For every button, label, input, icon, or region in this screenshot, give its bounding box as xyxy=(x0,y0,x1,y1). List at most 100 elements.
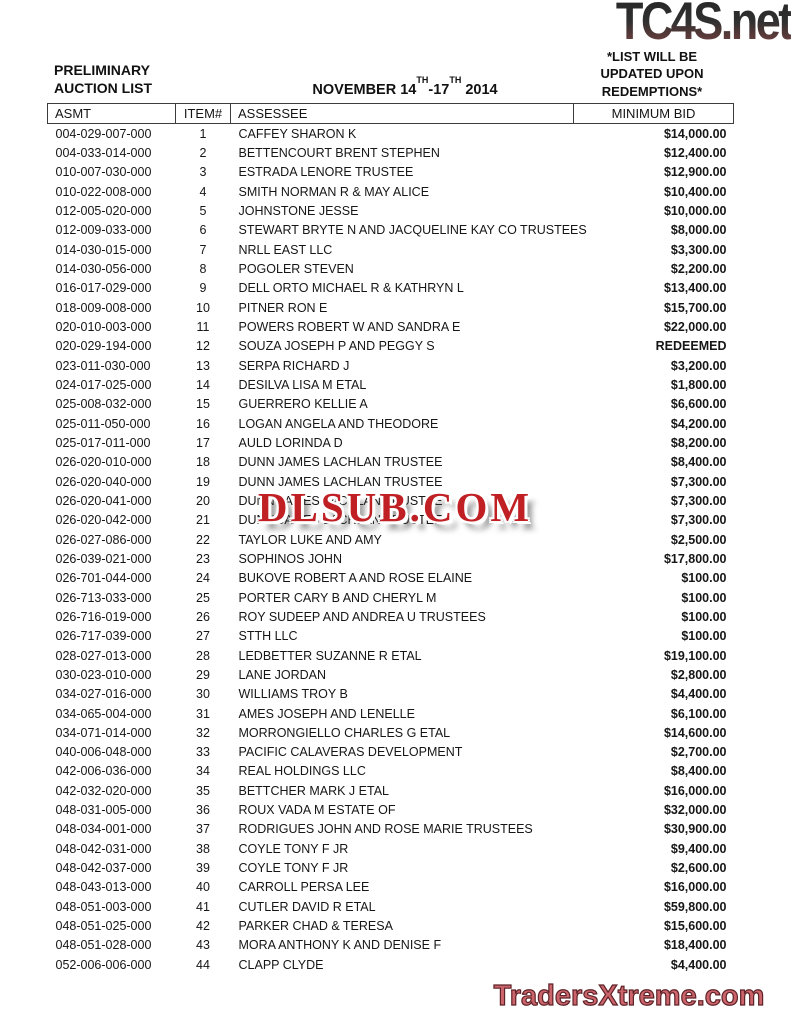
item-number-cell: 1 xyxy=(199,126,207,141)
assessee-cell: CAFFEY SHARON K xyxy=(238,126,357,141)
table-row: 048-031-005-000 36 ROUX VADA M ESTATE OF… xyxy=(48,800,734,819)
table-row: 040-006-048-000 33 PACIFIC CALAVERAS DEV… xyxy=(48,743,734,762)
asmt-cell: 034-071-014-000 xyxy=(55,725,152,740)
item-number-cell: 39 xyxy=(196,861,210,876)
assessee-cell: JOHNSTONE JESSE xyxy=(238,203,359,218)
assessee-cell: COYLE TONY F JR xyxy=(238,861,349,876)
minimum-bid-cell: REDEEMED xyxy=(655,339,727,354)
minimum-bid-cell: $6,100.00 xyxy=(670,706,727,721)
asmt-cell: 026-701-044-000 xyxy=(55,571,152,586)
asmt-cell: 048-034-001-000 xyxy=(55,822,152,837)
item-number-cell: 6 xyxy=(199,223,207,238)
date-mid: -17 xyxy=(428,81,450,98)
assessee-cell: PORTER CARY B AND CHERYL M xyxy=(238,590,437,605)
table-row: 048-051-028-000 43 MORA ANTHONY K AND DE… xyxy=(48,936,734,955)
asmt-cell: 026-020-040-000 xyxy=(55,474,152,489)
date-year: 2014 xyxy=(465,81,498,98)
minimum-bid-cell: $12,400.00 xyxy=(663,145,727,160)
table-row: 042-006-036-000 34 REAL HOLDINGS LLC $8,… xyxy=(48,762,734,781)
page-title: PRELIMINARY AUCTION LIST xyxy=(54,62,152,97)
minimum-bid-cell: $100.00 xyxy=(681,571,727,586)
assessee-cell: COYLE TONY F JR xyxy=(238,841,349,856)
item-number-cell: 9 xyxy=(199,281,207,296)
item-number-cell: 18 xyxy=(196,455,210,470)
table-row: 020-029-194-000 12 SOUZA JOSEPH P AND PE… xyxy=(48,337,734,356)
title-line-1: PRELIMINARY xyxy=(54,62,150,78)
table-row: 026-027-086-000 22 TAYLOR LUKE AND AMY $… xyxy=(48,530,734,549)
item-number-cell: 24 xyxy=(196,571,210,586)
minimum-bid-cell: $3,200.00 xyxy=(670,358,727,373)
asmt-cell: 042-006-036-000 xyxy=(55,764,152,779)
item-number-cell: 26 xyxy=(196,609,210,624)
brand-logo-tc4s: TC4S.net xyxy=(616,0,791,48)
minimum-bid-cell: $2,700.00 xyxy=(670,745,727,760)
item-number-cell: 23 xyxy=(196,551,210,566)
assessee-cell: LEDBETTER SUZANNE R ETAL xyxy=(238,648,422,663)
asmt-cell: 020-029-194-000 xyxy=(55,339,152,354)
minimum-bid-cell: $7,300.00 xyxy=(670,474,727,489)
assessee-cell: CLAPP CLYDE xyxy=(238,957,324,972)
assessee-cell: STTH LLC xyxy=(238,629,298,644)
item-number-cell: 28 xyxy=(196,648,210,663)
assessee-cell: DUNN JAMES LACHLAN TRUSTEE xyxy=(238,474,443,489)
minimum-bid-cell: $100.00 xyxy=(681,629,727,644)
asmt-cell: 028-027-013-000 xyxy=(55,648,152,663)
assessee-cell: SOPHINOS JOHN xyxy=(238,551,343,566)
item-number-cell: 16 xyxy=(196,416,210,431)
minimum-bid-cell: $100.00 xyxy=(681,609,727,624)
assessee-cell: PACIFIC CALAVERAS DEVELOPMENT xyxy=(238,745,463,760)
assessee-cell: NRLL EAST LLC xyxy=(238,242,333,257)
item-number-cell: 11 xyxy=(196,319,210,334)
item-number-cell: 15 xyxy=(196,397,210,412)
item-number-cell: 20 xyxy=(196,493,210,508)
asmt-cell: 048-031-005-000 xyxy=(55,803,152,818)
table-row: 034-065-004-000 31 AMES JOSEPH AND LENEL… xyxy=(48,704,734,723)
minimum-bid-cell: $4,400.00 xyxy=(670,687,727,702)
assessee-cell: DUNN JAMES LACHLAN TRUSTEE xyxy=(238,455,443,470)
minimum-bid-cell: $1,800.00 xyxy=(670,377,727,392)
asmt-cell: 048-051-028-000 xyxy=(55,938,152,953)
minimum-bid-cell: $10,000.00 xyxy=(663,203,727,218)
assessee-cell: POWERS ROBERT W AND SANDRA E xyxy=(238,319,461,334)
minimum-bid-cell: $14,600.00 xyxy=(663,725,727,740)
asmt-cell: 026-020-010-000 xyxy=(55,455,152,470)
asmt-cell: 048-051-003-000 xyxy=(55,899,152,914)
assessee-cell: ESTRADA LENORE TRUSTEE xyxy=(238,165,414,180)
asmt-cell: 020-010-003-000 xyxy=(55,319,152,334)
item-number-cell: 32 xyxy=(196,725,210,740)
assessee-cell: MORRONGIELLO CHARLES G ETAL xyxy=(238,725,451,740)
assessee-cell: SMITH NORMAN R & MAY ALICE xyxy=(238,184,430,199)
assessee-cell: AMES JOSEPH AND LENELLE xyxy=(238,706,415,721)
item-number-cell: 42 xyxy=(196,919,210,934)
minimum-bid-cell: $14,000.00 xyxy=(663,126,727,141)
table-row: 014-030-056-000 8 POGOLER STEVEN $2,200.… xyxy=(48,259,734,278)
table-row: 034-071-014-000 32 MORRONGIELLO CHARLES … xyxy=(48,723,734,742)
asmt-cell: 048-051-025-000 xyxy=(55,919,152,934)
table-row: 026-701-044-000 24 BUKOVE ROBERT A AND R… xyxy=(48,569,734,588)
minimum-bid-cell: $7,300.00 xyxy=(670,513,727,528)
asmt-cell: 026-716-019-000 xyxy=(55,609,152,624)
minimum-bid-cell: $8,000.00 xyxy=(670,223,727,238)
item-number-cell: 37 xyxy=(196,822,210,837)
asmt-cell: 048-042-037-000 xyxy=(55,861,152,876)
asmt-cell: 030-023-010-000 xyxy=(55,667,152,682)
asmt-cell: 018-009-008-000 xyxy=(55,300,152,315)
table-row: 048-051-025-000 42 PARKER CHAD & TERESA … xyxy=(48,916,734,935)
table-row: 042-032-020-000 35 BETTCHER MARK J ETAL … xyxy=(48,781,734,800)
minimum-bid-cell: $2,500.00 xyxy=(670,532,727,547)
asmt-cell: 025-011-050-000 xyxy=(55,416,151,431)
assessee-cell: DUNN JAMES LACHLAN TRUSTEE xyxy=(238,513,443,528)
table-row: 016-017-029-000 9 DELL ORTO MICHAEL R & … xyxy=(48,279,734,298)
asmt-cell: 034-027-016-000 xyxy=(55,687,152,702)
asmt-cell: 025-008-032-000 xyxy=(55,397,152,412)
assessee-cell: SOUZA JOSEPH P AND PEGGY S xyxy=(238,339,435,354)
auction-table-body: 004-029-007-000 1 CAFFEY SHARON K $14,00… xyxy=(48,124,734,975)
item-number-cell: 12 xyxy=(196,339,210,354)
asmt-cell: 025-017-011-000 xyxy=(55,435,151,450)
assessee-cell: TAYLOR LUKE AND AMY xyxy=(238,532,382,547)
assessee-cell: POGOLER STEVEN xyxy=(238,261,354,276)
minimum-bid-cell: $12,900.00 xyxy=(663,165,727,180)
table-row: 030-023-010-000 29 LANE JORDAN $2,800.00 xyxy=(48,665,734,684)
table-row: 034-027-016-000 30 WILLIAMS TROY B $4,40… xyxy=(48,685,734,704)
